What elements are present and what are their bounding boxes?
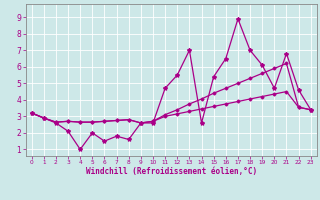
X-axis label: Windchill (Refroidissement éolien,°C): Windchill (Refroidissement éolien,°C) — [86, 167, 257, 176]
